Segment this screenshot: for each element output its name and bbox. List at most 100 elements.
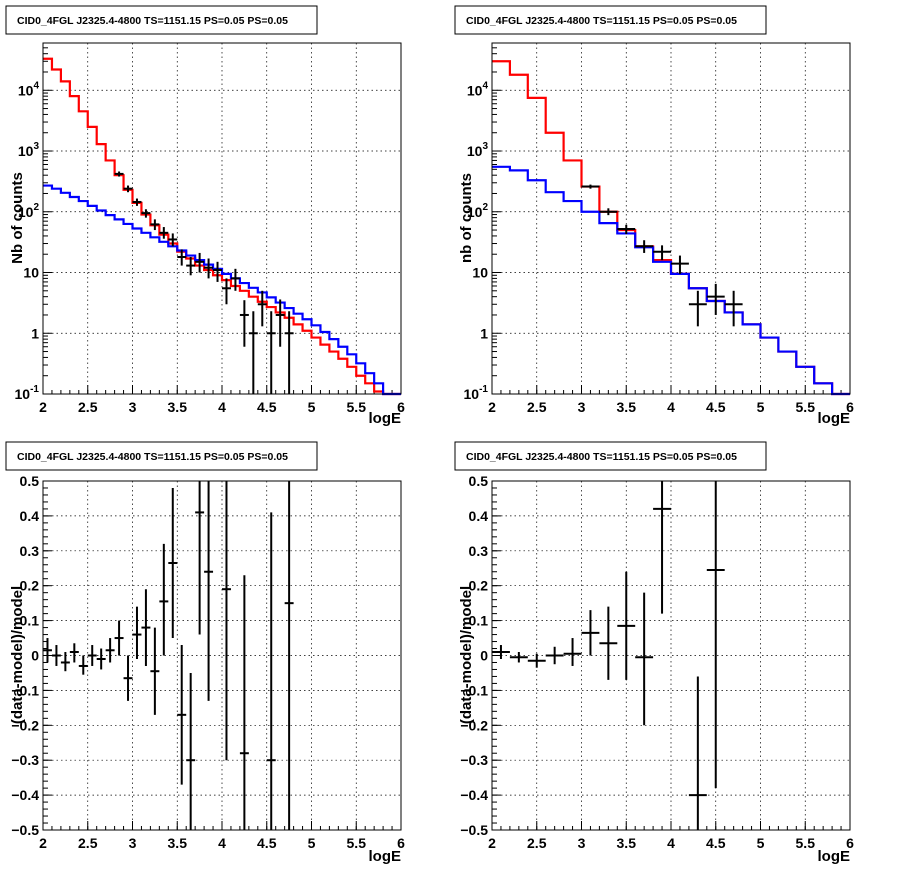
y-tick-label: 0.2 xyxy=(469,578,489,594)
panel-bottom-right: CID0_4FGL J2325.4-4800 TS=1151.15 PS=0.0… xyxy=(454,441,854,865)
y-tick-label: 0 xyxy=(480,648,488,664)
data-point xyxy=(204,258,214,279)
data-point xyxy=(266,311,276,394)
y-axis-label: (data-model)/model xyxy=(458,586,475,724)
data-point xyxy=(213,261,222,282)
data-point xyxy=(239,575,249,830)
x-tick-label: 6 xyxy=(397,835,405,851)
data-point xyxy=(266,512,276,830)
y-tick-label: −0.3 xyxy=(460,752,488,768)
data-point xyxy=(275,299,285,347)
x-tick-label: 3 xyxy=(578,835,586,851)
data-point xyxy=(599,208,618,216)
data-point xyxy=(653,481,671,614)
x-tick-label: 5 xyxy=(308,835,316,851)
panel-top-right: CID0_4FGL J2325.4-4800 TS=1151.15 PS=0.0… xyxy=(454,5,854,427)
data-point xyxy=(186,257,196,276)
data-point xyxy=(78,655,88,675)
x-axis-label: logE xyxy=(818,410,851,427)
data-point xyxy=(635,240,654,253)
x-tick-label: 4 xyxy=(667,399,675,415)
series-1-step-line xyxy=(492,165,850,396)
data-point xyxy=(141,589,151,666)
data-point xyxy=(492,645,510,659)
data-point xyxy=(132,606,142,659)
y-tick-label: 10 xyxy=(472,265,488,281)
data-point xyxy=(204,481,214,701)
x-tick-label: 3 xyxy=(129,835,137,851)
x-tick-label: 3.5 xyxy=(617,399,637,415)
title-box xyxy=(454,5,767,35)
y-tick-label: 1 xyxy=(480,325,488,341)
x-tick-label: 5.5 xyxy=(347,835,367,851)
y-tick-label: 102 xyxy=(467,202,489,220)
y-axis-label: Nb of counts xyxy=(9,172,26,264)
chart-title: CID0_4FGL J2325.4-4800 TS=1151.15 PS=0.0… xyxy=(466,15,737,27)
y-tick-label: −0.3 xyxy=(11,752,39,768)
y-tick-label: 1 xyxy=(31,325,39,341)
plot-frame xyxy=(42,42,402,395)
y-axis-label: nb of counts xyxy=(458,173,475,263)
data-point xyxy=(688,676,707,830)
y-tick-label: −0.4 xyxy=(11,787,39,803)
y-tick-label: 104 xyxy=(18,80,40,98)
chart-title: CID0_4FGL J2325.4-4800 TS=1151.15 PS=0.0… xyxy=(17,15,288,27)
data-point xyxy=(60,652,70,672)
x-tick-label: 3 xyxy=(578,399,586,415)
data-point xyxy=(653,245,671,261)
data-point xyxy=(87,645,97,666)
x-tick-label: 2 xyxy=(488,399,496,415)
y-tick-label: 0.1 xyxy=(20,613,40,629)
series-1-step-line xyxy=(43,184,401,396)
data-point xyxy=(168,233,178,247)
x-tick-label: 6 xyxy=(846,835,854,851)
x-tick-label: 2.5 xyxy=(78,399,98,415)
x-tick-label: 2.5 xyxy=(527,835,547,851)
plot-frame xyxy=(491,42,851,395)
chart-title: CID0_4FGL J2325.4-4800 TS=1151.15 PS=0.0… xyxy=(466,451,737,463)
y-tick-label: −0.2 xyxy=(460,717,488,733)
plot-area: 2 2.5 3 3.5 4 4.5 5 5.5 6 −0.5 −0.4 −0.3 −0.2 −0.1 0 0.… xyxy=(460,473,854,851)
y-tick-label: 0.4 xyxy=(20,508,40,524)
x-tick-label: 5.5 xyxy=(347,399,367,415)
data-point xyxy=(635,592,654,726)
y-tick-label: −0.1 xyxy=(11,682,39,698)
data-point xyxy=(69,643,79,663)
data-point xyxy=(195,252,205,273)
data-point xyxy=(96,648,106,670)
data-point xyxy=(527,653,546,668)
data-point xyxy=(141,209,151,218)
data-point xyxy=(177,645,187,785)
title-box xyxy=(5,5,318,35)
x-tick-label: 4 xyxy=(218,835,226,851)
panel-top-left: CID0_4FGL J2325.4-4800 TS=1151.15 PS=0.0… xyxy=(5,5,405,427)
x-tick-label: 5 xyxy=(308,399,316,415)
y-tick-label: 0.5 xyxy=(469,473,489,489)
data-point xyxy=(230,268,240,291)
x-tick-label: 2 xyxy=(39,399,47,415)
data-point xyxy=(599,606,618,680)
y-tick-label: 10 xyxy=(23,265,39,281)
x-tick-label: 4.5 xyxy=(706,399,726,415)
data-point xyxy=(168,487,178,639)
data-point xyxy=(43,638,52,663)
data-point xyxy=(509,652,528,663)
y-tick-label: −0.2 xyxy=(11,717,39,733)
x-tick-label: 6 xyxy=(397,399,405,415)
data-point xyxy=(617,571,636,680)
x-tick-label: 3.5 xyxy=(168,835,188,851)
x-tick-label: 4.5 xyxy=(257,399,277,415)
x-axis-label: logE xyxy=(369,410,402,427)
data-point xyxy=(239,300,249,347)
x-axis-label: logE xyxy=(369,848,402,865)
data-point xyxy=(51,645,61,666)
y-tick-label: 10-1 xyxy=(464,384,489,402)
data-point xyxy=(150,627,160,715)
data-point xyxy=(545,646,564,665)
x-tick-label: 5.5 xyxy=(796,399,816,415)
data-point xyxy=(114,620,124,656)
y-tick-label: 0.1 xyxy=(469,613,489,629)
y-tick-label: 0.5 xyxy=(20,473,40,489)
x-tick-label: 4 xyxy=(218,399,226,415)
plot-frame xyxy=(491,480,851,831)
